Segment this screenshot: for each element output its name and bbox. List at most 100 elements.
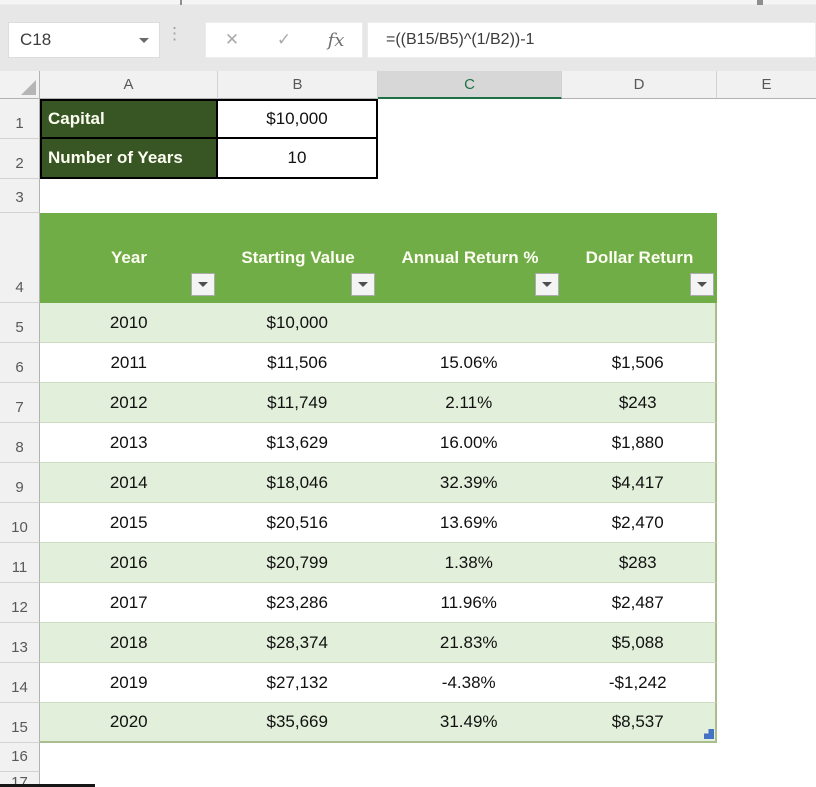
table-cell[interactable] — [560, 303, 715, 342]
formula-button-panel: ✕ ✓ fx — [205, 22, 363, 58]
formula-bar-handle: ⋮ — [166, 24, 183, 43]
table-cell[interactable]: $4,417 — [611, 472, 664, 492]
table-cell[interactable]: $1,880 — [611, 432, 664, 452]
cell-years-value[interactable]: 10 — [218, 139, 376, 177]
table-cell[interactable]: $2,470 — [611, 512, 664, 532]
row-header-2[interactable]: 2 — [0, 139, 40, 179]
column-header-a[interactable]: A — [40, 71, 218, 99]
table-cell[interactable]: $23,286 — [266, 592, 328, 612]
table-header-label: Annual Return % — [401, 248, 539, 267]
table-cell[interactable]: 13.69% — [439, 512, 498, 532]
table-cell[interactable]: -4.38% — [441, 672, 496, 692]
select-all-button[interactable] — [0, 71, 40, 99]
table-cell[interactable]: 2015 — [109, 512, 148, 532]
filter-button-annual-return[interactable] — [535, 273, 559, 296]
table-cell[interactable]: $2,487 — [611, 592, 664, 612]
setup-row-capital: Capital $10,000 — [42, 101, 376, 139]
table-cell[interactable]: 1.38% — [444, 552, 493, 572]
row-header-15[interactable]: 15 — [0, 703, 40, 743]
row-header-13[interactable]: 13 — [0, 623, 40, 663]
table-cell[interactable]: -$1,242 — [608, 672, 667, 692]
cancel-icon[interactable]: ✕ — [224, 30, 240, 49]
enter-icon[interactable]: ✓ — [276, 30, 292, 49]
table-header-starting-value[interactable]: Starting Value — [218, 213, 378, 303]
column-header-b[interactable]: B — [218, 71, 378, 99]
table-cell[interactable]: 2019 — [109, 672, 148, 692]
table-cell[interactable]: 2017 — [109, 592, 148, 612]
table-cell[interactable]: 16.00% — [439, 432, 498, 452]
row-header-10[interactable]: 10 — [0, 503, 40, 543]
cell-capital-label[interactable]: Capital — [42, 101, 218, 137]
table-cell[interactable] — [377, 303, 560, 342]
cell-capital-value[interactable]: $10,000 — [218, 101, 376, 137]
table-cell[interactable]: $10,000 — [266, 312, 328, 332]
table-row-2013: 2013 $13,629 16.00% $1,880 — [40, 423, 717, 463]
name-box[interactable]: C18 — [8, 22, 160, 58]
table-cell[interactable]: $11,506 — [267, 352, 328, 372]
table-cell[interactable]: $20,799 — [266, 552, 328, 572]
row-header-8[interactable]: 8 — [0, 423, 40, 463]
table-row-2012: 2012 $11,749 2.11% $243 — [40, 383, 717, 423]
table-cell[interactable]: 11.96% — [440, 592, 497, 612]
formula-text: =((B15/B5)^(1/B2))-1 — [386, 31, 535, 48]
table-header-year[interactable]: Year — [40, 213, 218, 303]
insert-function-icon[interactable]: fx — [327, 29, 345, 51]
table-cell[interactable]: $28,374 — [266, 632, 328, 652]
table-cell[interactable]: 2014 — [109, 472, 148, 492]
table-cell[interactable]: 2018 — [109, 632, 148, 652]
table-cell[interactable]: 32.39% — [439, 472, 498, 492]
name-box-value: C18 — [20, 30, 52, 49]
formula-input[interactable]: =((B15/B5)^(1/B2))-1 — [367, 22, 816, 58]
cell-years-label[interactable]: Number of Years — [42, 139, 218, 177]
table-cell[interactable]: $18,046 — [266, 472, 328, 492]
table-cell[interactable]: 2.11% — [445, 392, 493, 412]
table-cell[interactable]: 2011 — [110, 352, 148, 372]
ribbon-artifact — [757, 0, 763, 5]
table-cell[interactable]: $283 — [618, 552, 657, 572]
row-header-6[interactable]: 6 — [0, 343, 40, 383]
filter-button-dollar-return[interactable] — [690, 273, 714, 296]
name-box-dropdown-icon[interactable] — [139, 38, 149, 43]
table-header-annual-return[interactable]: Annual Return % — [378, 213, 562, 303]
table-cell[interactable]: 2010 — [109, 312, 148, 332]
table-cell[interactable]: $243 — [618, 392, 657, 412]
ribbon-edge — [0, 0, 816, 5]
table-cell[interactable]: $27,132 — [266, 672, 328, 692]
setup-row-years: Number of Years 10 — [42, 139, 376, 177]
row-header-11[interactable]: 11 — [0, 543, 40, 583]
row-header-16[interactable]: 16 — [0, 743, 40, 772]
table-cell[interactable]: 2012 — [109, 392, 148, 412]
table-cell[interactable]: $13,629 — [266, 432, 328, 452]
column-header-d[interactable]: D — [562, 71, 717, 99]
row-header-14[interactable]: 14 — [0, 663, 40, 703]
row-header-9[interactable]: 9 — [0, 463, 40, 503]
table-cell[interactable]: 21.83% — [439, 632, 498, 652]
table-cell[interactable]: $35,669 — [266, 712, 328, 731]
table-cell[interactable]: 15.06% — [439, 352, 498, 372]
row-header-5[interactable]: 5 — [0, 303, 40, 343]
filter-button-year[interactable] — [191, 273, 215, 296]
table-cell[interactable]: $11,749 — [267, 392, 328, 412]
table-cell[interactable]: $20,516 — [266, 512, 328, 532]
row-header-1[interactable]: 1 — [0, 99, 40, 139]
table-cell[interactable]: 2013 — [109, 432, 148, 452]
table-cell[interactable]: $8,537 — [611, 712, 664, 731]
row-header-4[interactable]: 4 — [0, 213, 40, 303]
column-header-c[interactable]: C — [378, 71, 562, 99]
table-cell[interactable]: $5,088 — [611, 632, 664, 652]
table-cell[interactable]: 2016 — [109, 552, 148, 572]
filter-dropdown-icon — [697, 282, 707, 287]
table-header-dollar-return[interactable]: Dollar Return — [562, 213, 717, 303]
row-header-7[interactable]: 7 — [0, 383, 40, 423]
table-cell[interactable]: 2020 — [109, 712, 148, 731]
row-header-12[interactable]: 12 — [0, 583, 40, 623]
table-cell[interactable]: $1,506 — [611, 352, 664, 372]
filter-button-starting-value[interactable] — [351, 273, 375, 296]
table-resize-handle[interactable] — [704, 729, 714, 739]
column-header-e[interactable]: E — [717, 71, 816, 99]
filter-dropdown-icon — [358, 282, 368, 287]
table-header-label: Starting Value — [241, 248, 355, 267]
table-cell[interactable]: 31.49% — [439, 712, 498, 731]
row-header-3[interactable]: 3 — [0, 179, 40, 213]
